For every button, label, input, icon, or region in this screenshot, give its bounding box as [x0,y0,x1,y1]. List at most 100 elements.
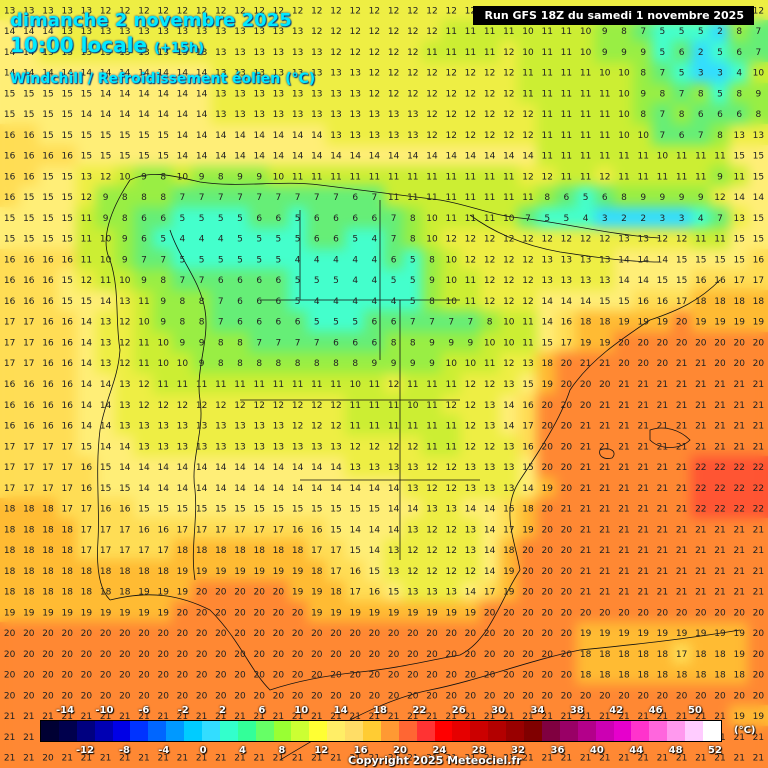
grid-value: 12 [157,6,168,16]
grid-value: 11 [426,422,437,432]
grid-value: 12 [369,27,380,37]
grid-value: 20 [81,629,93,639]
grid-value: 15 [215,505,226,515]
grid-value: 14 [196,69,208,79]
grid-value: 19 [580,339,592,349]
grid-value: 12 [445,235,456,245]
grid-value: 16 [23,401,35,411]
grid-value: 14 [273,131,285,141]
grid-value: 16 [23,256,35,266]
legend-swatch [166,721,185,741]
grid-value: 12 [465,567,476,577]
legend-label-top: 46 [648,705,663,716]
grid-value: 5 [237,256,243,266]
grid-value: 14 [177,131,189,141]
grid-value: 14 [81,110,93,120]
grid-value: 8 [717,131,723,141]
grid-value: 20 [580,380,592,390]
grid-value: 7 [717,214,723,224]
grid-value: 20 [561,359,573,369]
grid-value: 20 [561,691,573,701]
grid-value: 12 [330,27,341,37]
grid-value: 19 [503,567,515,577]
grid-value: 7 [218,297,224,307]
grid-value: 11 [465,276,476,286]
legend-label-top: -10 [95,705,114,716]
grid-value: 11 [253,380,264,390]
grid-value: 12 [292,422,303,432]
grid-value: 5 [410,297,416,307]
legend-swatch [702,721,721,741]
grid-value: 21 [618,401,629,411]
grid-value: 12 [369,89,380,99]
grid-value: 20 [4,691,16,701]
grid-value: 9 [199,359,205,369]
grid-value: 7 [314,339,320,349]
grid-value: 21 [330,712,341,722]
grid-value: 11 [484,193,495,203]
grid-value: 21 [676,380,687,390]
grid-value: 12 [349,6,360,16]
grid-value: 12 [445,69,456,79]
grid-value: 21 [4,712,15,722]
grid-value: 5 [295,276,301,286]
grid-value: 16 [657,297,669,307]
grid-value: 13 [119,27,130,37]
grid-value: 3 [602,214,608,224]
grid-value: 14 [196,152,208,162]
grid-value: 15 [676,276,687,286]
grid-value: 13 [561,256,572,266]
grid-value: 20 [561,422,573,432]
grid-value: 20 [522,588,534,598]
grid-value: 11 [292,380,303,390]
grid-value: 12 [273,6,284,16]
grid-value: 12 [100,172,111,182]
grid-value: 22 [695,505,706,515]
grid-value: 20 [234,608,246,618]
grid-value: 14 [253,152,265,162]
grid-value: 19 [657,629,669,639]
grid-value: 14 [138,463,150,473]
grid-value: 20 [177,608,189,618]
grid-value: 20 [234,691,246,701]
grid-value: 13 [292,110,303,120]
grid-value: 16 [23,276,35,286]
grid-value: 14 [234,463,246,473]
grid-value: 20 [503,671,515,681]
grid-value: 20 [196,650,208,660]
grid-value: 20 [561,525,573,535]
grid-value: 5 [314,318,320,328]
grid-value: 19 [311,608,323,618]
grid-value: 21 [753,380,764,390]
grid-value: 21 [580,422,591,432]
grid-value: 11 [349,422,360,432]
grid-value: 11 [311,172,322,182]
grid-value: 20 [541,505,553,515]
grid-value: 14 [4,69,16,79]
legend-swatch [112,721,131,741]
grid-value: 6 [391,318,397,328]
grid-value: 21 [580,567,591,577]
grid-value: 20 [676,318,688,328]
coastline-west [97,179,131,601]
grid-value: 7 [256,193,262,203]
grid-value: 12 [407,89,418,99]
grid-value: 12 [426,525,437,535]
grid-value: 20 [100,671,112,681]
grid-value: 21 [253,754,264,764]
grid-value: 15 [61,193,72,203]
grid-value: 11 [292,172,303,182]
grid-value: 21 [733,588,744,598]
grid-value: 21 [349,712,360,722]
grid-value: 20 [177,629,189,639]
grid-value: 20 [100,650,112,660]
grid-value: 22 [733,505,744,515]
grid-value: 14 [157,463,169,473]
grid-value: 21 [599,588,610,598]
grid-value: 11 [695,235,706,245]
grid-value: 21 [369,712,380,722]
grid-value: 20 [445,629,457,639]
grid-value: 11 [445,172,456,182]
grid-value: 10 [503,339,515,349]
